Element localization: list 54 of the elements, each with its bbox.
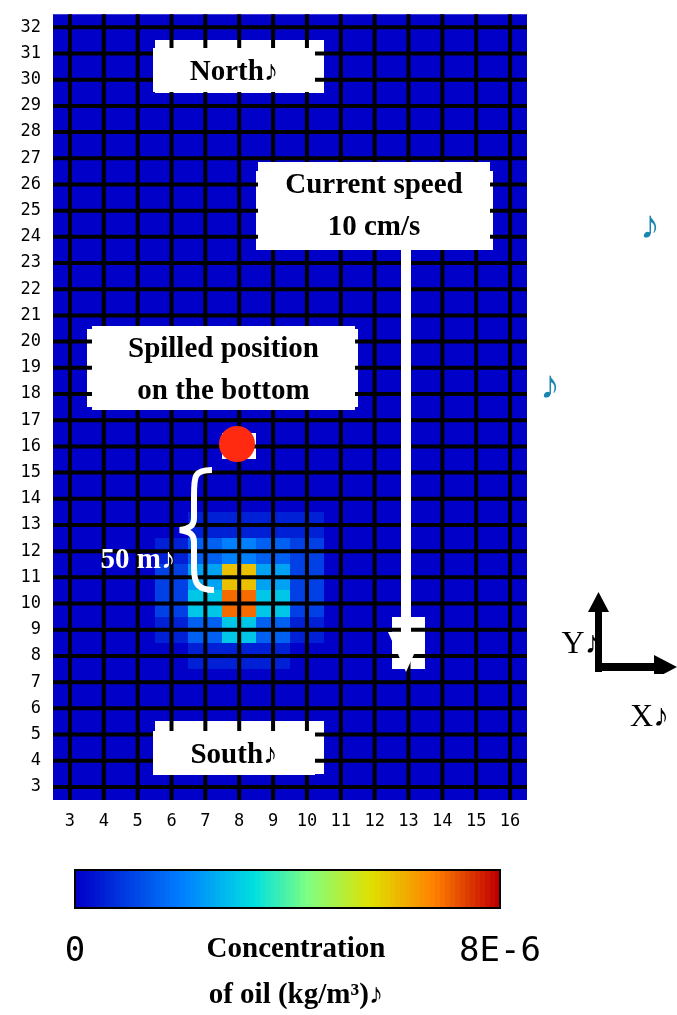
x-tick-label: 11 [330, 809, 352, 830]
x-tick-label: 9 [267, 809, 279, 830]
annotation: North♪ [153, 48, 315, 92]
y-tick-label: 21 [20, 303, 41, 324]
y-tick-label: 5 [30, 722, 41, 743]
y-tick-label: 25 [20, 199, 41, 220]
text: X♪ [628, 696, 671, 735]
x-tick-label: 14 [432, 809, 453, 830]
x-tick-label: 7 [200, 809, 211, 830]
annotation: South♪ [153, 731, 315, 775]
y-tick-label: 26 [20, 172, 41, 193]
y-tick-label: 19 [20, 356, 41, 377]
x-tick-label: 10 [296, 809, 318, 830]
y-tick-label: 27 [20, 146, 41, 167]
color-bar-label: 8E-6 [459, 928, 541, 969]
annotation: Current speed 10 cm/s [258, 162, 490, 250]
x-tick-label: 5 [132, 809, 143, 830]
y-tick-label: 31 [20, 41, 41, 62]
x-tick-label: 16 [499, 809, 521, 830]
y-tick-label: 20 [20, 330, 41, 351]
y-tick-label: 7 [30, 670, 41, 691]
color-bar-title: Concentration of oil (kg/m³)♪ [206, 931, 386, 1011]
y-tick-label: 6 [30, 696, 41, 717]
y-tick-label: 32 [20, 15, 41, 36]
y-tick-label: 15 [20, 461, 41, 482]
color-bar-label: 0 [64, 928, 86, 969]
y-tick-label: 13 [20, 513, 41, 534]
y-tick-label: 16 [20, 434, 41, 455]
y-tick-label: 3 [30, 775, 41, 796]
x-tick-label: 8 [234, 809, 245, 830]
y-tick-label: 28 [20, 120, 41, 141]
y-tick-label: 10 [20, 591, 41, 612]
y-tick-label: 14 [20, 487, 41, 508]
x-tick-label: 6 [166, 809, 177, 830]
y-tick-label: 18 [20, 382, 41, 403]
x-tick-label: 3 [64, 809, 76, 830]
x-tick-label: 15 [465, 809, 487, 830]
text: ♪ [639, 201, 661, 249]
y-tick-label: 9 [30, 618, 41, 639]
text: ♪ [539, 361, 561, 409]
y-tick-label: 24 [20, 225, 41, 246]
y-tick-label: 8 [30, 644, 41, 665]
x-tick-label: 4 [98, 809, 109, 830]
y-tick-label: 17 [20, 408, 41, 429]
y-tick-label: 12 [20, 539, 41, 560]
y-tick-label: 11 [20, 565, 41, 586]
y-tick-label: 22 [20, 277, 41, 298]
annotation: Spilled position on the bottom [92, 326, 355, 410]
y-tick-label: 30 [20, 68, 41, 89]
y-tick-label: 4 [30, 749, 41, 770]
y-tick-label: 23 [20, 251, 41, 272]
x-tick-label: 12 [364, 809, 385, 830]
x-tick-label: 13 [398, 809, 419, 830]
y-tick-label: 29 [20, 94, 41, 115]
